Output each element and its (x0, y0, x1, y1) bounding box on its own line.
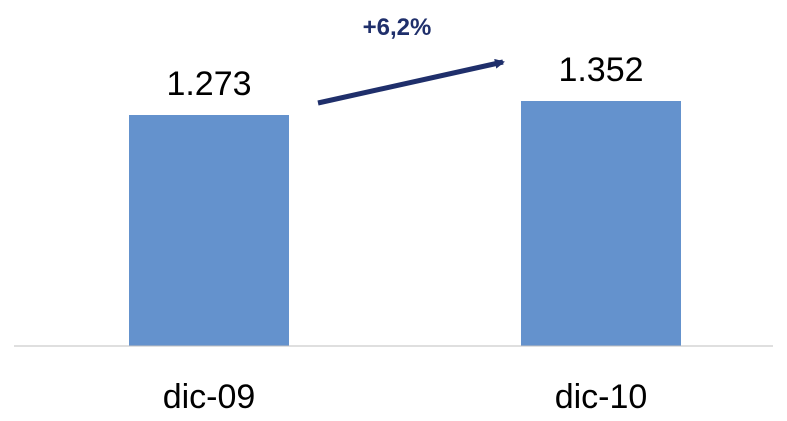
tick-label-dic-09: dic-09 (163, 378, 256, 416)
value-label-dic-09: 1.273 (166, 65, 251, 103)
tick-labels-layer: dic-09 dic-10 (163, 378, 648, 416)
bar-dic-09 (129, 115, 289, 346)
growth-arrow (317, 58, 505, 106)
bar-dic-10 (521, 101, 681, 346)
value-label-dic-10: 1.352 (558, 51, 643, 89)
tick-label-dic-10: dic-10 (555, 378, 648, 416)
value-labels-layer: 1.273 1.352 (166, 51, 643, 103)
growth-annotation: +6,2% (363, 14, 432, 41)
bars-layer (129, 101, 681, 346)
